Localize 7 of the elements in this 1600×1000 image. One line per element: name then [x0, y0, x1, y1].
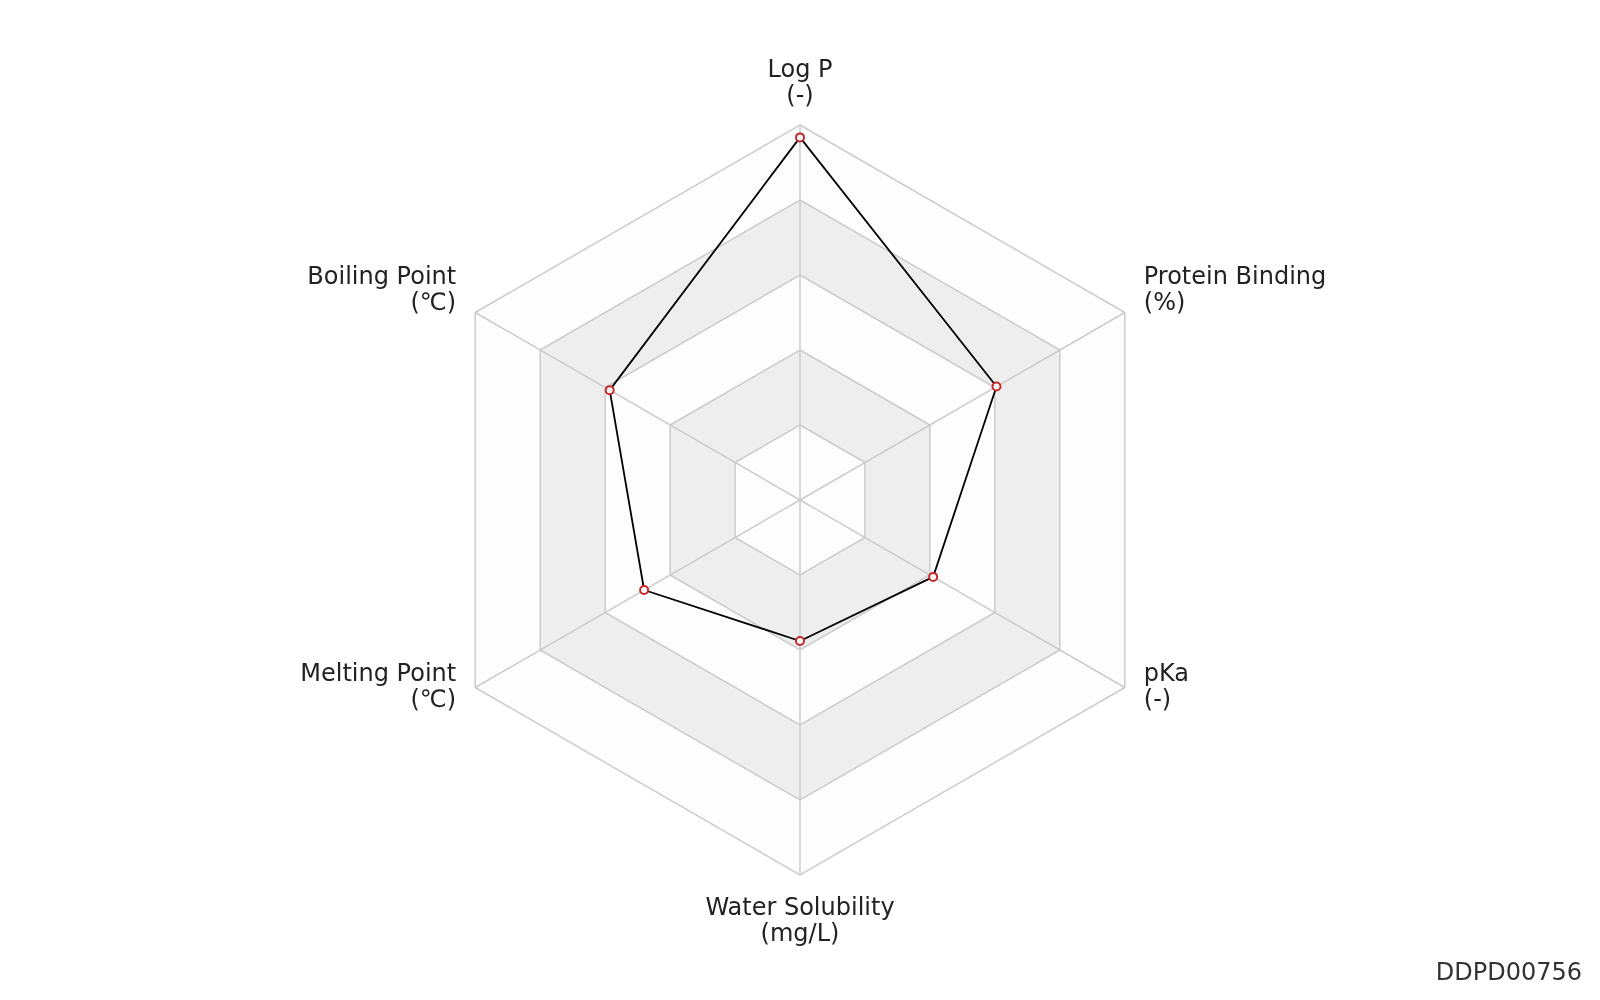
spoke-label: Protein Binding (%) [1143, 261, 1327, 316]
spoke-label: Melting Point (℃) [300, 658, 457, 713]
spoke-label: Water Solubility (mg/L) [705, 893, 895, 947]
text: DDPD00756 [1435, 958, 1582, 986]
spoke-label: Boiling Point (℃) [307, 261, 457, 316]
spoke-label: Log P (-) [767, 55, 833, 109]
spoke-label: pKa (-) [1143, 658, 1190, 713]
